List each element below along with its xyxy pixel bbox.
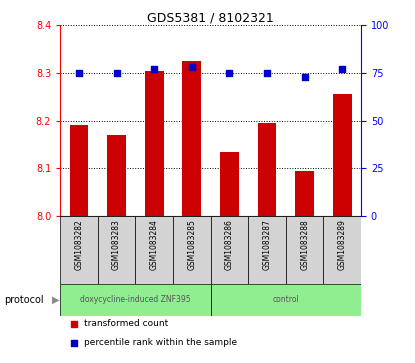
Text: transformed count: transformed count [84, 319, 168, 328]
Bar [258, 123, 276, 216]
Bar [211, 284, 361, 316]
Bar [295, 171, 314, 216]
Bar [220, 152, 239, 216]
Bar [135, 216, 173, 284]
Bar [248, 216, 286, 284]
Text: GSM1083289: GSM1083289 [338, 219, 347, 270]
Bar [211, 216, 248, 284]
Point [151, 66, 158, 72]
Bar [333, 94, 352, 216]
Point [113, 70, 120, 76]
Text: GSM1083287: GSM1083287 [263, 219, 271, 270]
Text: GSM1083284: GSM1083284 [150, 219, 159, 270]
Text: GSM1083288: GSM1083288 [300, 219, 309, 270]
Bar [183, 61, 201, 216]
Point [339, 66, 346, 72]
Bar [107, 135, 126, 216]
Point [264, 70, 270, 76]
Point [71, 340, 77, 346]
Text: doxycycline-induced ZNF395: doxycycline-induced ZNF395 [80, 295, 191, 305]
Text: GSM1083282: GSM1083282 [74, 219, 83, 270]
Point [301, 74, 308, 80]
Bar [286, 216, 323, 284]
Text: GSM1083283: GSM1083283 [112, 219, 121, 270]
Bar [173, 216, 210, 284]
Point [76, 70, 82, 76]
Point [226, 70, 233, 76]
Text: protocol: protocol [4, 295, 44, 305]
Bar [145, 71, 164, 216]
Title: GDS5381 / 8102321: GDS5381 / 8102321 [147, 11, 274, 24]
Bar [98, 216, 135, 284]
Text: percentile rank within the sample: percentile rank within the sample [84, 338, 237, 347]
Bar [60, 216, 98, 284]
Bar [323, 216, 361, 284]
Bar [60, 284, 211, 316]
Text: control: control [273, 295, 299, 305]
Text: GSM1083285: GSM1083285 [187, 219, 196, 270]
Bar [70, 126, 88, 216]
Point [71, 321, 77, 327]
Text: ▶: ▶ [52, 295, 59, 305]
Point [188, 65, 195, 70]
Text: GSM1083286: GSM1083286 [225, 219, 234, 270]
